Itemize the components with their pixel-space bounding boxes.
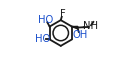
Text: F: F bbox=[60, 9, 65, 19]
Text: NH: NH bbox=[83, 21, 98, 31]
Polygon shape bbox=[72, 26, 78, 29]
Text: HO: HO bbox=[38, 15, 53, 25]
Text: OH: OH bbox=[72, 30, 87, 40]
Text: HO: HO bbox=[35, 34, 50, 44]
